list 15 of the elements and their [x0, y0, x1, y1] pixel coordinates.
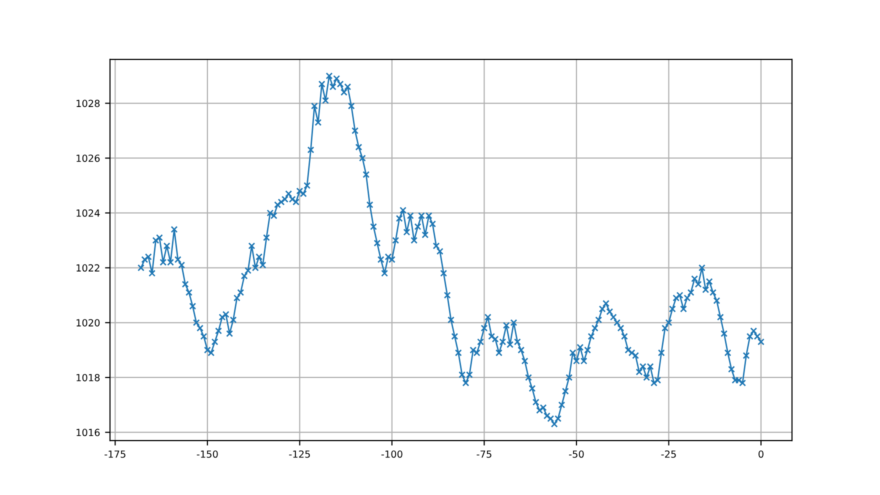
- x-tick-label: -125: [289, 450, 310, 458]
- x-tick-label: -175: [104, 450, 126, 458]
- y-tick-label: 1024: [76, 209, 100, 217]
- y-tick-label: 1022: [76, 264, 100, 272]
- y-tick-label: 1018: [76, 374, 100, 382]
- x-tick-label: -100: [381, 450, 402, 458]
- x-tick-label: 0: [758, 450, 764, 458]
- x-tick-label: -50: [569, 450, 584, 458]
- y-tick-label: 1016: [76, 428, 100, 436]
- y-tick-label: 1020: [76, 319, 100, 326]
- y-tick-label: 1026: [76, 154, 100, 162]
- x-tick-label: -25: [661, 450, 676, 458]
- x-tick-label: -75: [476, 450, 492, 458]
- x-tick-label: -150: [196, 450, 218, 458]
- y-tick-label: 1028: [76, 100, 100, 108]
